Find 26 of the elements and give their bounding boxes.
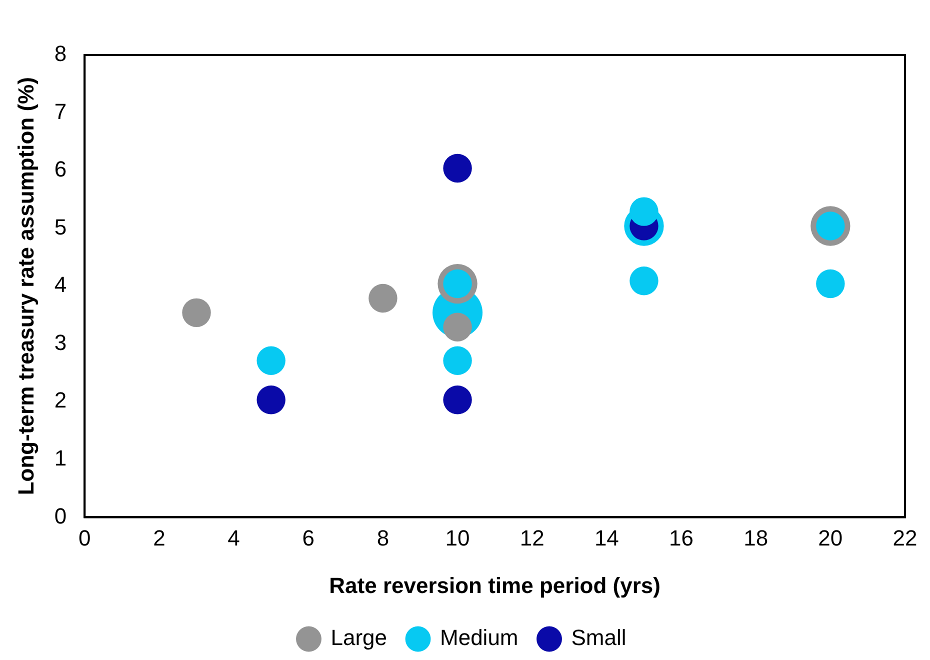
x-tick-label: 20 <box>818 525 843 550</box>
x-tick-label: 16 <box>669 525 694 550</box>
x-tick-label: 18 <box>744 525 768 550</box>
legend-label: Medium <box>440 625 518 650</box>
x-tick-label: 8 <box>376 525 390 550</box>
x-tick-label: 14 <box>594 525 619 550</box>
x-tick-label: 0 <box>78 525 91 550</box>
legend-label: Large <box>330 625 388 650</box>
y-tick-label: 6 <box>54 156 67 182</box>
x-tick-label: 2 <box>153 525 166 550</box>
y-tick-label: 5 <box>54 214 67 240</box>
y-tick-label: 4 <box>54 272 67 298</box>
y-tick-label: 7 <box>54 98 67 124</box>
y-tick-label: 0 <box>54 503 67 528</box>
legend-label: Small <box>571 625 626 650</box>
y-tick-label: 8 <box>54 41 67 66</box>
y-tick-label: 2 <box>54 388 67 413</box>
x-tick-label: 10 <box>445 525 470 550</box>
y-tick-label: 1 <box>54 445 67 470</box>
x-tick-label: 6 <box>302 525 314 550</box>
y-tick-label: 3 <box>54 330 67 355</box>
y-axis-title: Long-term treasury rate assumption (%) <box>13 77 38 496</box>
x-tick-label: 22 <box>892 525 918 550</box>
x-tick-label: 4 <box>228 525 240 550</box>
x-tick-label: 12 <box>520 525 544 550</box>
x-axis-title: Rate reversion time period (yrs) <box>329 572 660 598</box>
